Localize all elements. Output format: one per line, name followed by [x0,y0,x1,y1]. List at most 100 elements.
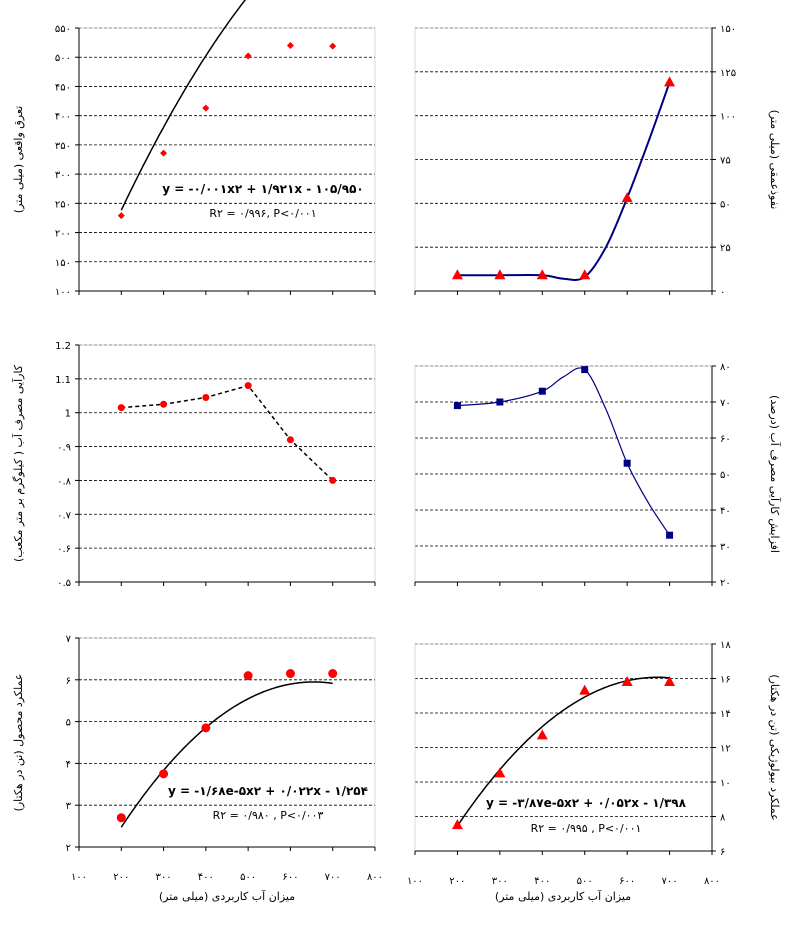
x-tick-label: ۱۰۰ [71,872,87,883]
y-tick-label: ۵۵۰ [55,24,71,35]
data-point [664,675,676,686]
data-point [536,729,548,740]
trend-equation: y = -۳/۸۷e-۵x۲ + ۰/۰۵۲x - ۱/۳۹۸ [486,796,687,810]
chart-c3: ۰.۵ ۰.۶ ۰.۷ ۰.۸ ۰.۹ 1 1.1 1.2 کارآیی مصرف آب ( ک… [11,341,376,589]
x-tick-label: ۶۰۰ [282,872,298,883]
y-tick-label: ۲۵۰ [55,199,71,210]
y-tick-label: ۳۰ [720,542,731,553]
y-tick-label: ۰ [720,287,725,298]
x-tick-label: ۶۰۰ [619,876,635,887]
y-tick-label: ۰.۹ [57,443,71,454]
x-tick-label: ۵۰۰ [577,876,593,887]
series-line [121,384,334,481]
y-tick-label: ۱۵۰ [55,258,71,269]
data-point [451,819,463,830]
data-point [451,269,463,280]
y-tick-label: ۱۲۵ [720,68,736,79]
y-tick-label: ۶ [720,847,725,858]
x-tick-label: ۸۰۰ [704,876,720,887]
chart-c2: ۰ ۲۵ ۵۰ ۷۵ ۱۰۰ ۱۲۵ ۱۵۰ نفوذعمقی (میلی متر) [414,24,781,298]
data-point [117,212,125,220]
x-tick-label: ۴۰۰ [534,876,550,887]
data-point [496,398,504,406]
y-axis-title: عملکرد محصول (تن در هکتار) [12,674,25,812]
y-tick-label: 1.1 [55,375,71,386]
y-tick-label: ۷۰ [720,398,731,409]
r-squared-label: R۲ = ۰/۹۸۰ , P<۰/۰۰۳ [213,809,324,822]
data-point [202,393,210,401]
series-line [457,82,671,281]
data-point [621,675,633,686]
trend-equation: y = -۰/۰۰۱x۲ + ۱/۹۲۱x - ۱۰۵/۹۵۰ [162,182,363,196]
data-point [159,769,169,779]
y-tick-label: ۰.۵ [57,578,71,589]
r-squared-label: R۲ = ۰/۹۹۵ , P<۰/۰۰۱ [531,822,642,835]
y-axis-title: تعرق واقعی (میلی متر) [12,106,25,213]
y-tick-label: ۶۰ [720,434,731,445]
chart-c6: ۶ ۸ ۱۰ ۱۲ ۱۴ ۱۶ ۱۸ ۱۰۰ ۲۰۰ ۳۰۰ ۴۰۰ ۵۰۰ ۶۰۰ ۷۰۰ ۸۰۰ عملک… [407,640,781,887]
trend-equation: y = -۱/۶۸e-۵x۲ + ۰/۰۲۲x - ۱/۲۵۴ [168,784,368,798]
y-tick-label: ۳۰۰ [55,170,71,181]
data-point [286,436,294,444]
chart-c4: ۲۰ ۳۰ ۴۰ ۵۰ ۶۰ ۷۰ ۸۰ افزایش کارآیی مصرف آب (درص… [414,362,782,589]
data-point [494,269,506,280]
data-point [328,669,338,679]
y-tick-label: 1 [65,409,71,420]
x-tick-label: ۴۰۰ [198,872,214,883]
x-tick-label: ۳۰۰ [156,872,172,883]
x-axis-title: میزان آب کاربردی (میلی متر) [495,889,631,903]
data-point [579,269,591,280]
x-tick-label: ۲۰۰ [113,872,129,883]
data-point [453,402,461,410]
y-axis-title: عملکرد بیولوژیکی (تن در هکتار) [768,674,781,820]
y-tick-label: ۵۰ [720,199,731,210]
y-tick-label: ۲۰۰ [55,229,71,240]
y-tick-label: ۲۰ [720,578,731,589]
data-point [243,671,253,681]
data-point [621,192,633,203]
trendline [120,0,247,211]
y-tick-label: ۰.۶ [57,544,71,555]
data-point [160,400,168,408]
y-axis-title: نفوذعمقی (میلی متر) [768,110,781,210]
y-tick-label: ۱۲ [720,744,731,755]
data-point [579,684,591,695]
y-tick-label: ۰.۷ [57,510,72,521]
x-tick-label: ۷۰۰ [325,872,341,883]
data-point [244,382,252,390]
trendline [456,676,670,827]
data-point [664,76,676,87]
x-tick-label: ۲۰۰ [449,876,465,887]
y-tick-label: ۸۰ [720,362,731,373]
y-tick-label: ۱۰ [720,778,731,789]
y-tick-label: ۸ [720,813,726,824]
y-tick-label: ۰.۸ [57,476,72,487]
y-tick-label: ۷ [66,634,72,645]
y-tick-label: ۱۰۰ [55,287,71,298]
data-point [244,52,252,60]
chart-c5: ۲ ۳ ۴ ۵ ۶ ۷ ۱۰۰ ۲۰۰ ۳۰۰ ۴۰۰ ۵۰۰ ۶۰۰ ۷۰۰ ۸۰۰ عملکرد محص… [12,634,383,883]
y-tick-label: ۱۰۰ [720,112,736,123]
plot-frame [78,27,376,292]
data-point [581,366,589,374]
data-point [201,723,211,733]
y-tick-label: ۱۶ [720,675,731,686]
data-point [286,42,294,50]
y-tick-label: ۷۵ [720,156,731,167]
x-tick-label: ۱۰۰ [407,876,423,887]
data-point [494,767,506,778]
data-point [202,104,210,112]
data-point [285,669,295,679]
data-point [666,531,674,539]
y-tick-label: ۱۵۰ [720,24,736,35]
x-tick-label: ۳۰۰ [492,876,508,887]
y-axis-title: افزایش کارآیی مصرف آب (درصد) [768,395,782,553]
chart-c1: ۱۰۰ ۱۵۰ ۲۰۰ ۲۵۰ ۳۰۰ ۳۵۰ ۴۰۰ ۴۵۰ ۵۰۰ ۵۵۰ تعرق واقعی… [12,0,376,298]
y-tick-label: ۲۵ [720,243,731,254]
y-tick-label: ۵ [66,718,71,729]
y-tick-label: ۲ [66,843,71,854]
data-point [160,149,168,157]
y-axis-title: کارآیی مصرف آب ( کیلوگرم بر متر مکعب) [11,364,25,562]
data-point [329,476,337,484]
